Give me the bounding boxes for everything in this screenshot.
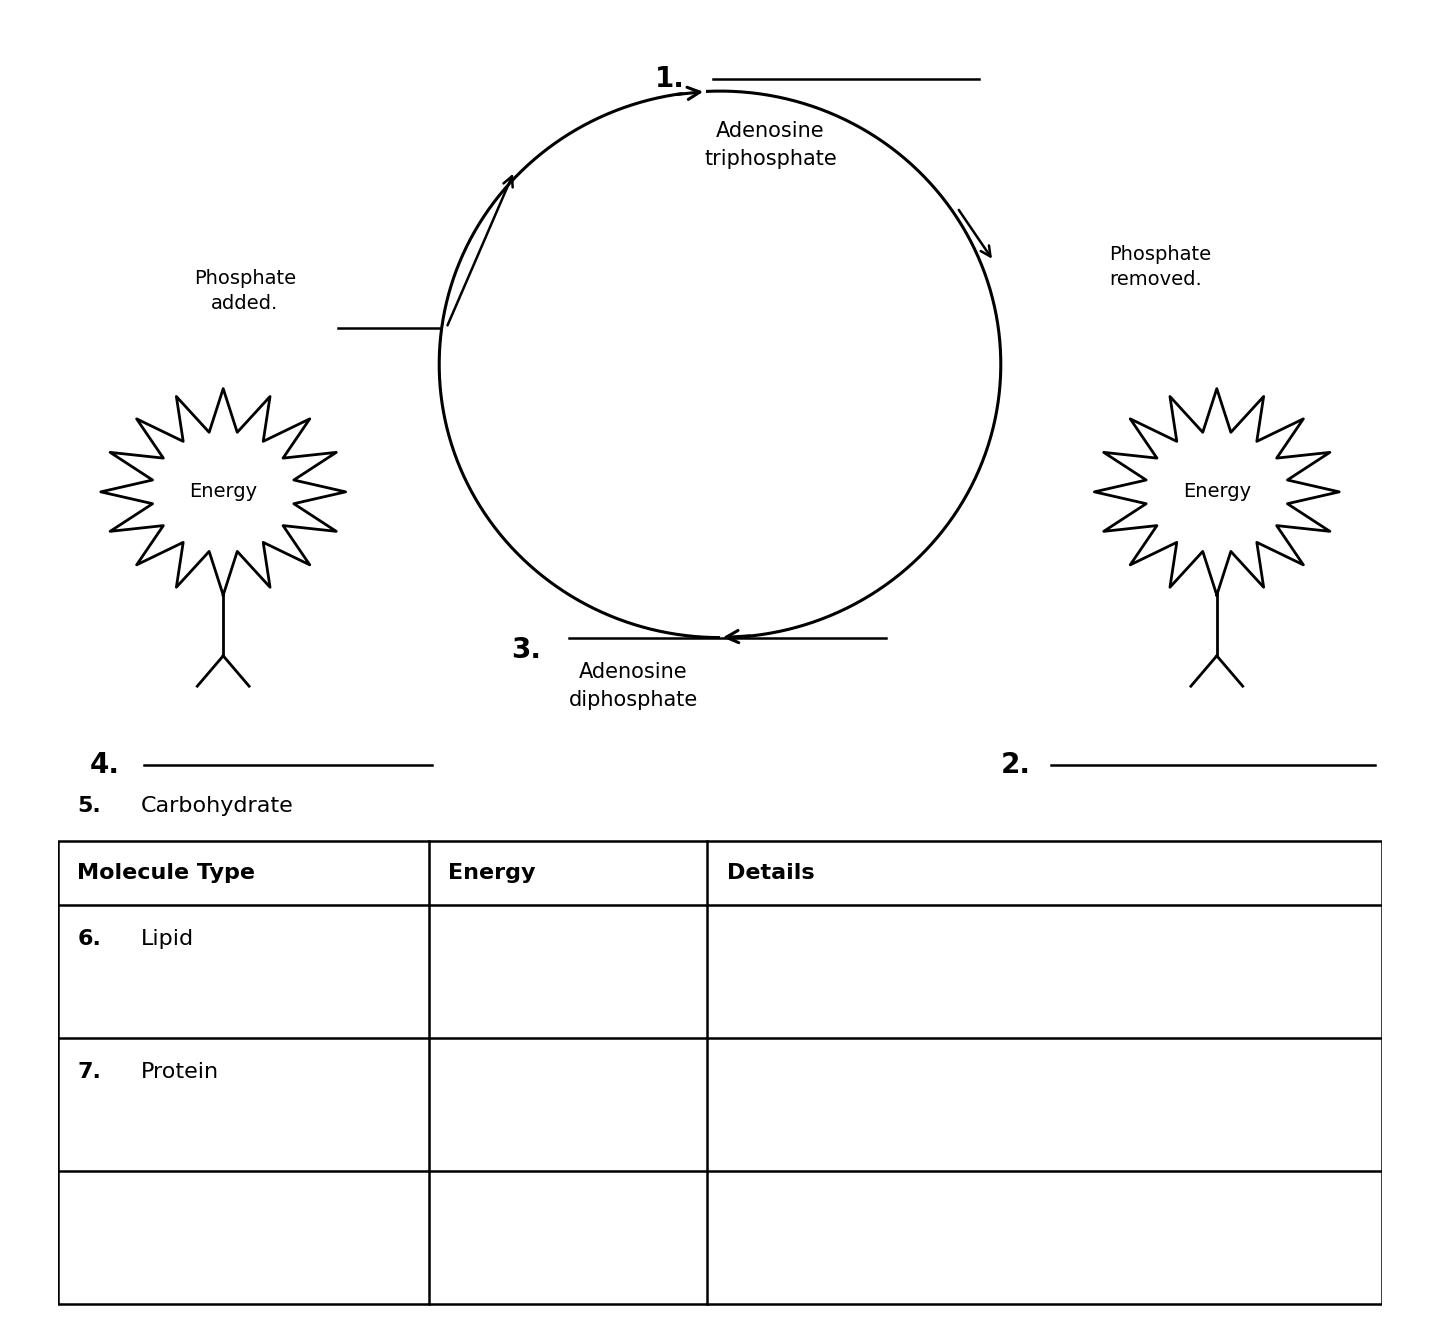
Text: Adenosine
diphosphate: Adenosine diphosphate	[569, 662, 698, 710]
Text: Energy: Energy	[189, 482, 258, 501]
Text: 3.: 3.	[511, 635, 541, 663]
Text: 1.: 1.	[655, 65, 685, 93]
Text: 2.: 2.	[1001, 751, 1031, 779]
Text: Lipid: Lipid	[141, 928, 194, 948]
Text: Carbohydrate: Carbohydrate	[141, 795, 294, 815]
Text: 7.: 7.	[78, 1062, 101, 1082]
Text: 5.: 5.	[78, 795, 101, 815]
Polygon shape	[1094, 389, 1339, 595]
Text: Energy: Energy	[1182, 482, 1251, 501]
Text: 6.: 6.	[78, 928, 101, 948]
Text: Details: Details	[727, 863, 814, 883]
Text: Adenosine
triphosphate: Adenosine triphosphate	[704, 121, 837, 169]
Polygon shape	[101, 389, 346, 595]
Text: 4.: 4.	[89, 751, 120, 779]
Text: Protein: Protein	[141, 1062, 219, 1082]
Text: Energy: Energy	[448, 863, 536, 883]
Text: Phosphate
added.: Phosphate added.	[194, 269, 295, 313]
Text: Phosphate
removed.: Phosphate removed.	[1109, 245, 1211, 289]
Text: Molecule Type: Molecule Type	[78, 863, 255, 883]
